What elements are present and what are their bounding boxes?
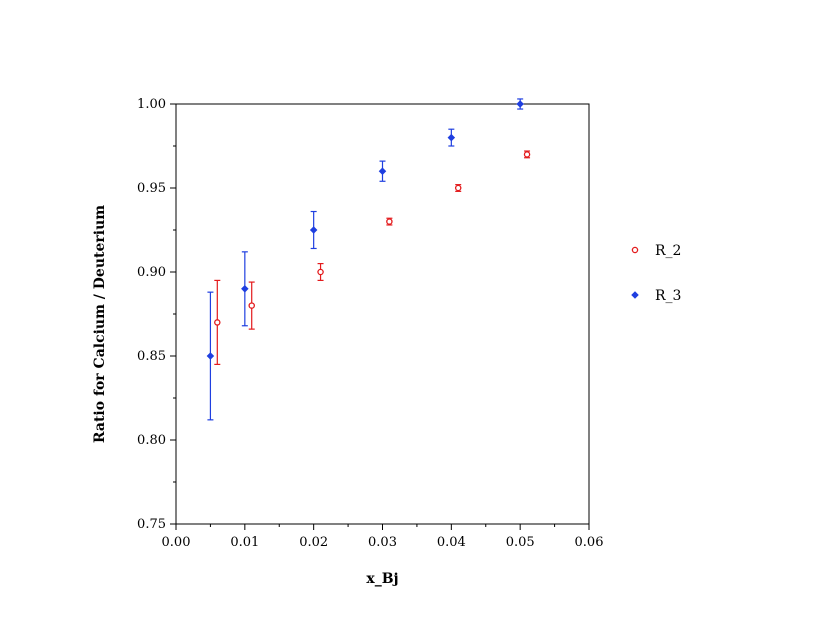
data-point [214,319,221,326]
data-point [241,285,249,293]
y-axis-title: Ratio for Calcium / Deuterium [92,205,108,443]
legend: R_2 R_3 [631,243,681,304]
legend-label-R_2: R_2 [655,243,681,259]
x-tick-label: 0.05 [506,535,535,550]
data-point [317,268,324,276]
y-tick-label: 0.90 [137,265,166,280]
y-tick-label: 0.95 [137,181,166,196]
data-series [206,98,531,421]
series-R_2 [214,150,531,365]
legend-marker-R_2 [631,246,639,254]
series-R_3 [206,98,524,421]
x-tick-label: 0.04 [437,535,466,550]
x-tick-label: 0.06 [575,535,604,550]
data-point [248,302,255,309]
x-tick-label: 0.00 [162,535,191,550]
data-point [386,218,393,225]
legend-label-R_3: R_3 [655,288,681,304]
data-point [447,133,456,142]
y-tick-label: 0.85 [137,349,166,364]
data-point [523,151,531,158]
x-tick-label: 0.01 [230,535,259,550]
data-point [309,226,318,234]
x-axis-title: x_Bj [366,571,398,587]
data-point [516,100,524,108]
x-tick-label: 0.02 [299,535,328,550]
x-tick-label: 0.03 [368,535,397,550]
legend-marker-R_3 [631,291,639,299]
y-tick-label: 1.00 [137,97,166,112]
y-tick-label: 0.75 [137,517,166,532]
y-tick-label: 0.80 [137,433,166,448]
data-point [454,184,462,192]
data-point [206,352,215,360]
x-axis: 0.00 0.01 0.02 0.03 0.04 0.05 0.06 [162,524,604,550]
y-axis: 0.75 0.80 0.85 0.90 0.95 1.00 [137,97,176,532]
data-point [378,167,387,175]
